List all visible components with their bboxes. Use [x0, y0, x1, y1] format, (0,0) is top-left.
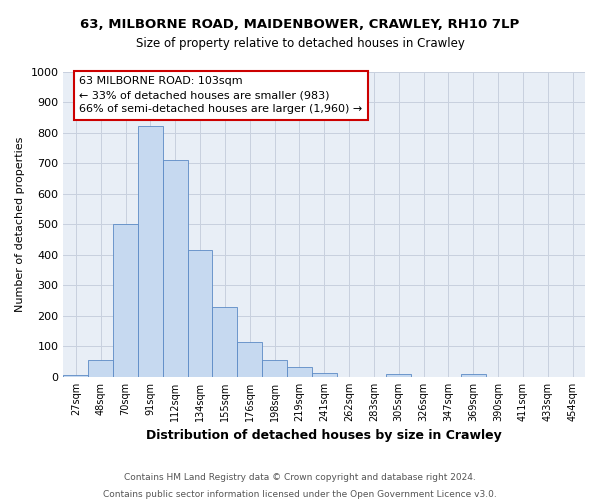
Text: Contains HM Land Registry data © Crown copyright and database right 2024.: Contains HM Land Registry data © Crown c…: [124, 472, 476, 482]
Bar: [287, 367, 312, 377]
Text: Size of property relative to detached houses in Crawley: Size of property relative to detached ho…: [136, 38, 464, 51]
Bar: [113, 224, 138, 377]
Text: 63 MILBORNE ROAD: 103sqm
← 33% of detached houses are smaller (983)
66% of semi-: 63 MILBORNE ROAD: 103sqm ← 33% of detach…: [79, 76, 362, 114]
Bar: [138, 126, 163, 377]
Bar: [212, 306, 237, 377]
Bar: [163, 160, 188, 377]
Bar: [312, 374, 337, 377]
Bar: [64, 375, 88, 377]
Bar: [237, 342, 262, 377]
Bar: [188, 250, 212, 377]
Bar: [88, 360, 113, 377]
Bar: [262, 360, 287, 377]
X-axis label: Distribution of detached houses by size in Crawley: Distribution of detached houses by size …: [146, 430, 502, 442]
Text: Contains public sector information licensed under the Open Government Licence v3: Contains public sector information licen…: [103, 490, 497, 499]
Text: 63, MILBORNE ROAD, MAIDENBOWER, CRAWLEY, RH10 7LP: 63, MILBORNE ROAD, MAIDENBOWER, CRAWLEY,…: [80, 18, 520, 30]
Y-axis label: Number of detached properties: Number of detached properties: [15, 136, 25, 312]
Bar: [386, 374, 411, 377]
Bar: [461, 374, 485, 377]
